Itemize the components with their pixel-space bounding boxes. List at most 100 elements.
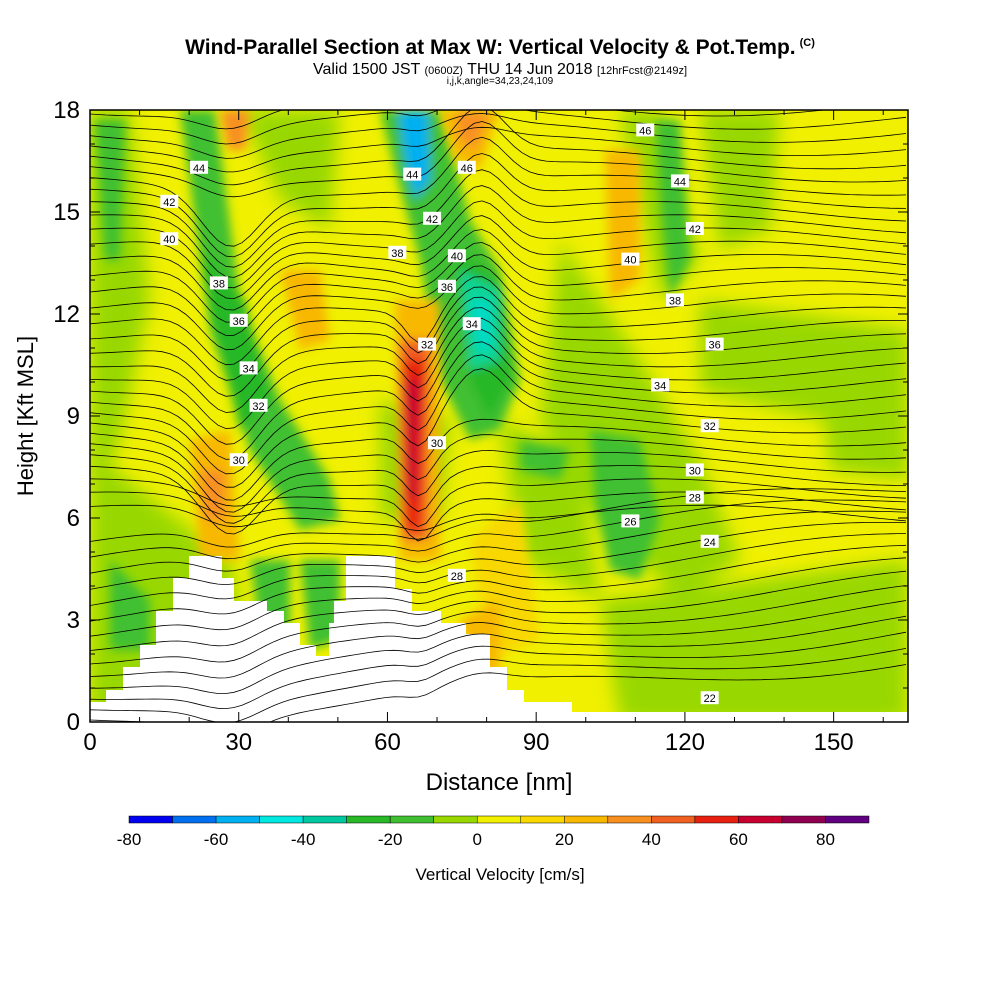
colorbar-tick-labels: -80 -60 -40 -20 0 20 40 60 80 (117, 830, 835, 849)
vertical-velocity-field (90, 110, 908, 722)
contour-label-box (705, 337, 724, 351)
colorbar-label: Vertical Velocity [cm/s] (415, 865, 584, 884)
contour-label: 38 (391, 248, 403, 260)
colorbar-tick-label: -20 (378, 830, 403, 849)
y-tick-label: 18 (53, 97, 80, 124)
theta-contour-line (90, 242, 907, 323)
contour-label: 40 (451, 251, 463, 263)
theta-contour-line (90, 557, 907, 637)
theta-contour-line (90, 478, 907, 528)
contour-label: 32 (704, 421, 716, 433)
y-tick-label: 6 (67, 505, 80, 532)
theta-contour-line (90, 136, 907, 247)
colorbar-swatch (433, 815, 478, 824)
colorbar-swatch (215, 815, 260, 824)
contour-label: 26 (624, 516, 636, 528)
theta-contour-labels: 22 24 26 28 28 30 30 30 32 32 32 34 34 34 36 36 36 38 38 38… (160, 123, 724, 705)
colorbar-tick-label: 20 (555, 830, 574, 849)
theta-contour-line (90, 491, 907, 542)
contour-label-box (700, 534, 719, 548)
theta-contour-line (90, 329, 907, 445)
theta-contour-line (90, 341, 907, 460)
contour-label-box (160, 194, 179, 208)
contour-label-box (700, 419, 719, 433)
colorbar-swatch (302, 815, 347, 824)
valid-date: THU 14 Jun 2018 (467, 61, 593, 78)
theta-contour-line (90, 570, 907, 651)
contour-label-box (190, 160, 209, 174)
y-tick-label: 0 (67, 709, 80, 736)
contour-label-box (651, 378, 670, 392)
theta-contour-line (90, 533, 906, 606)
contour-label-box (403, 167, 422, 181)
y-tick-labels: 0 3 6 9 12 15 18 (53, 97, 80, 736)
theta-contour-line (90, 664, 907, 722)
contour-label: 38 (213, 278, 225, 290)
x-tick-labels: 0 30 60 90 120 150 (83, 729, 853, 756)
contour-label: 46 (639, 125, 651, 137)
colorbar-tick-label: 0 (473, 830, 482, 849)
theta-contour-line (90, 307, 907, 413)
y-tick-label: 9 (67, 403, 80, 430)
y-axis-label: Height [Kft MSL] (13, 336, 38, 496)
colorbar-swatch (476, 815, 522, 824)
theta-contour-line (90, 110, 907, 145)
contour-label: 42 (426, 214, 438, 226)
contour-label-box (423, 211, 442, 225)
contour-label-box (621, 252, 640, 266)
y-tick-label: 15 (53, 199, 80, 226)
index-info: i,j,k,angle=34,23,24,109 (446, 76, 554, 87)
theta-contour-line (90, 499, 907, 560)
theta-contour-line (90, 126, 907, 173)
contour-label-box (428, 436, 447, 450)
x-tick-label: 0 (83, 729, 96, 756)
contour-label-box (418, 337, 437, 351)
theta-contour-line (90, 317, 907, 430)
contour-label: 42 (689, 224, 701, 236)
contour-label: 36 (709, 340, 721, 352)
colorbar-swatch (520, 815, 565, 824)
chart-title: Wind-Parallel Section at Max W: Vertical… (0, 36, 1000, 60)
theta-contour-line (90, 648, 907, 722)
contour-label: 28 (689, 493, 701, 505)
theta-contour-line (90, 215, 907, 300)
contour-label: 30 (689, 465, 701, 477)
contour-label: 38 (669, 295, 681, 307)
contour-label-box (160, 232, 179, 246)
theta-contour-line (90, 544, 907, 622)
colorbar-swatch (825, 815, 870, 824)
valid-zulu: (0600Z) (424, 65, 463, 77)
colorbar-tick-label: -40 (291, 830, 316, 849)
theta-contour-line (90, 169, 907, 268)
contour-label: 28 (451, 571, 463, 583)
x-tick-label: 30 (225, 729, 252, 756)
theta-contour-line (90, 276, 907, 366)
contour-label: 32 (252, 401, 264, 413)
theta-contour-line (90, 522, 907, 590)
contour-label: 36 (233, 316, 245, 328)
theta-contour-line (90, 504, 907, 532)
contour-label-box (388, 245, 407, 259)
theta-contour-line (90, 434, 907, 513)
theta-contour-line (90, 229, 907, 311)
chart-subtitle: Valid 1500 JST (0600Z) THU 14 Jun 2018 [… (0, 61, 1000, 79)
contour-label-box (209, 276, 228, 290)
theta-contour-line (90, 113, 907, 159)
contour-label-box (239, 361, 258, 375)
contour-label: 44 (406, 170, 418, 182)
x-tick-label: 150 (814, 729, 854, 756)
theta-contour-line (90, 631, 907, 710)
contour-label: 44 (193, 163, 205, 175)
valid-prefix: Valid 1500 JST (312, 61, 420, 78)
colorbar-swatch (651, 815, 696, 824)
contour-label: 44 (674, 176, 686, 188)
contour-label-box (685, 222, 704, 235)
theta-contour-line (90, 153, 907, 258)
theta-contour-line (90, 265, 907, 351)
x-tick-label: 90 (523, 729, 550, 756)
theta-contour-line (90, 110, 829, 130)
y-tick-label: 12 (53, 301, 80, 328)
theta-contour-line (90, 488, 907, 548)
theta-contour-line (90, 600, 907, 679)
contour-label-box (229, 313, 248, 327)
